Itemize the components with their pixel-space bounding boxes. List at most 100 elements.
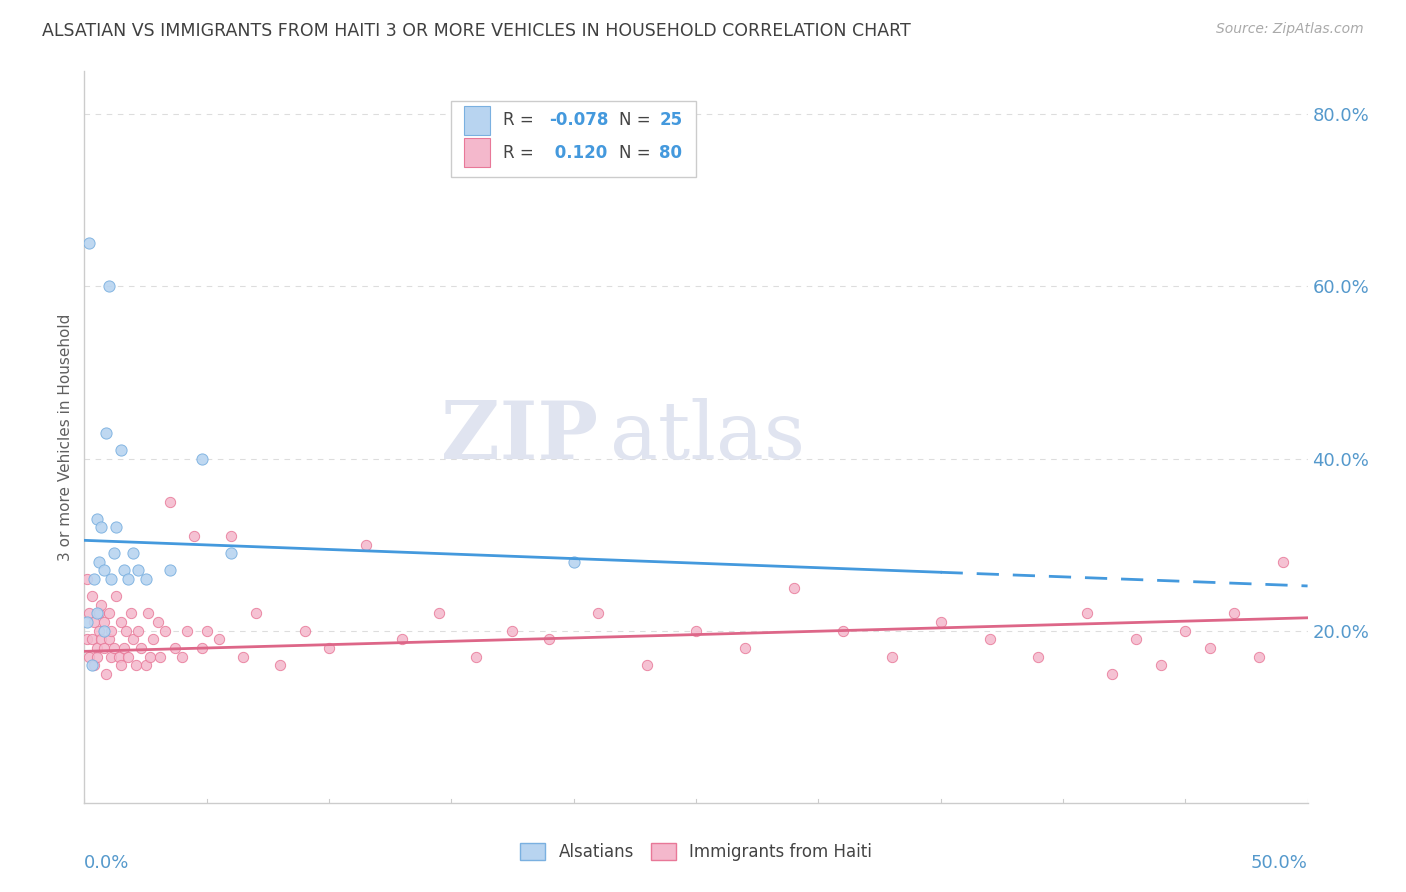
Point [100, 572, 122, 586]
Point [502, 624, 524, 638]
Point [87, 555, 110, 569]
Point [76, 632, 98, 647]
Point [129, 640, 152, 655]
Point [80, 632, 103, 647]
Point [83, 572, 105, 586]
Point [96, 425, 118, 440]
FancyBboxPatch shape [451, 101, 696, 178]
Point [294, 624, 316, 638]
Point [103, 640, 125, 655]
Point [734, 640, 756, 655]
Point [159, 564, 181, 578]
Point [110, 658, 132, 673]
Point [562, 555, 585, 569]
Point [783, 581, 806, 595]
Point [77, 649, 100, 664]
Point [117, 649, 139, 664]
Point [100, 624, 122, 638]
Point [120, 607, 142, 621]
Point [1076, 607, 1098, 621]
Point [93, 564, 115, 578]
Point [90, 520, 112, 534]
Point [1174, 624, 1197, 638]
Point [127, 624, 149, 638]
Point [83, 658, 105, 673]
Point [87, 607, 110, 621]
Point [232, 649, 254, 664]
Text: Source: ZipAtlas.com: Source: ZipAtlas.com [1216, 22, 1364, 37]
Point [318, 640, 340, 655]
Point [127, 564, 149, 578]
Point [122, 546, 145, 560]
Point [77, 236, 100, 251]
Point [1223, 607, 1246, 621]
Text: 25: 25 [659, 112, 682, 129]
Point [136, 607, 159, 621]
Point [1125, 632, 1147, 647]
Point [149, 649, 172, 664]
Point [86, 512, 108, 526]
Point [86, 607, 108, 621]
Point [1198, 640, 1220, 655]
Point [172, 649, 194, 664]
Point [90, 632, 112, 647]
Point [464, 649, 486, 664]
Point [135, 658, 157, 673]
Point [153, 624, 176, 638]
Y-axis label: 3 or more Vehicles in Household: 3 or more Vehicles in Household [58, 313, 73, 561]
Point [86, 640, 108, 655]
Point [122, 632, 145, 647]
Point [77, 607, 100, 621]
Point [112, 640, 135, 655]
Point [245, 607, 267, 621]
Point [191, 640, 214, 655]
Point [117, 572, 139, 586]
Point [146, 615, 169, 629]
Point [219, 529, 242, 543]
Point [83, 615, 105, 629]
Point [93, 624, 115, 638]
Point [76, 572, 98, 586]
FancyBboxPatch shape [464, 106, 491, 135]
Point [208, 632, 231, 647]
Text: N =: N = [619, 144, 655, 161]
Point [176, 624, 198, 638]
Point [1028, 649, 1050, 664]
Text: 0.0%: 0.0% [84, 854, 129, 872]
Point [76, 615, 98, 629]
Text: -0.078: -0.078 [550, 112, 609, 129]
Point [103, 546, 125, 560]
Point [685, 624, 707, 638]
Point [880, 649, 903, 664]
Text: R =: R = [503, 144, 538, 161]
Point [219, 546, 242, 560]
Point [93, 640, 115, 655]
Point [391, 632, 413, 647]
Point [831, 624, 853, 638]
Point [87, 624, 110, 638]
Point [86, 649, 108, 664]
Text: 80: 80 [659, 144, 682, 161]
Point [110, 442, 132, 457]
Text: ZIP: ZIP [441, 398, 598, 476]
Point [105, 589, 128, 603]
Point [191, 451, 214, 466]
Point [163, 640, 186, 655]
Point [159, 494, 181, 508]
Point [538, 632, 561, 647]
Point [269, 658, 291, 673]
FancyBboxPatch shape [464, 138, 491, 167]
Point [125, 658, 148, 673]
Point [1101, 666, 1123, 681]
Point [929, 615, 952, 629]
Legend: Alsatians, Immigrants from Haiti: Alsatians, Immigrants from Haiti [513, 836, 879, 868]
Text: ALSATIAN VS IMMIGRANTS FROM HAITI 3 OR MORE VEHICLES IN HOUSEHOLD CORRELATION CH: ALSATIAN VS IMMIGRANTS FROM HAITI 3 OR M… [42, 22, 911, 40]
Text: N =: N = [619, 112, 655, 129]
Point [110, 615, 132, 629]
Point [1150, 658, 1173, 673]
Point [105, 520, 128, 534]
Point [80, 589, 103, 603]
Point [97, 632, 120, 647]
Text: atlas: atlas [610, 398, 806, 476]
Point [135, 572, 157, 586]
